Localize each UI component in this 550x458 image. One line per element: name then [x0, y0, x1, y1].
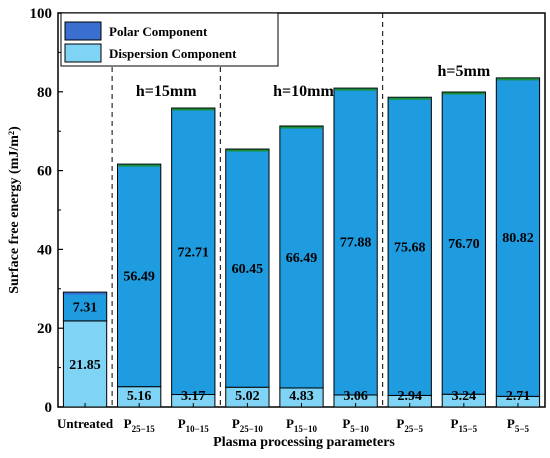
legend-swatch-dispersion [64, 43, 102, 63]
bar-polar [62, 291, 108, 322]
value-label-polar: 66.49 [286, 251, 318, 266]
bar-polar [171, 107, 216, 396]
x-tick-label: P10−15 [178, 416, 210, 434]
legend: Polar Component Dispersion Component [60, 12, 279, 67]
value-label-polar: 75.68 [394, 240, 426, 255]
y-tick-label: 80 [37, 85, 52, 101]
bar-polar [333, 87, 378, 396]
group-label: h=5mm [437, 63, 490, 80]
bar-polar [441, 91, 486, 395]
legend-swatch-polar [64, 21, 102, 41]
x-tick-label: P5−5 [507, 416, 530, 434]
value-label-polar: 72.71 [178, 245, 210, 260]
y-tick-label: 40 [37, 242, 52, 258]
value-label-dispersion: 3.06 [343, 389, 368, 404]
bar-polar [225, 148, 270, 388]
legend-label-dispersion: Dispersion Component [109, 46, 237, 61]
x-tick-label: P25−5 [396, 416, 423, 434]
group-labels: h=15mm h=10mm h=5mm [136, 63, 491, 100]
value-label-polar: 7.31 [73, 301, 98, 316]
bar-polar [279, 125, 324, 389]
y-axis: 0 20 40 60 80 100 [30, 6, 63, 416]
y-tick-label: 20 [37, 321, 52, 337]
value-label-dispersion: 3.17 [181, 389, 206, 404]
value-label-polar: 56.49 [123, 269, 155, 284]
value-label-dispersion: 2.71 [506, 389, 531, 404]
y-tick-label: 60 [37, 164, 52, 180]
value-label-dispersion: 5.16 [127, 389, 152, 404]
value-label-polar: 77.88 [340, 236, 372, 251]
x-tick-label: Untreated [57, 416, 114, 431]
bar-dispersion [62, 320, 108, 408]
group-label: h=15mm [136, 83, 197, 100]
value-label-dispersion: 21.85 [69, 358, 101, 373]
bars [62, 77, 541, 408]
legend-label-polar: Polar Component [109, 24, 208, 39]
x-tick-label: P15−5 [451, 416, 478, 434]
x-axis: Untreated P25−15 P10−15 P25−10 P15−10 P5−10 P2… [57, 403, 529, 434]
y-tick-label: 0 [45, 400, 53, 416]
bar-polar [495, 77, 541, 397]
value-label-dispersion: 5.02 [235, 389, 260, 404]
x-tick-label: P25−10 [232, 416, 264, 434]
x-axis-title: Plasma processing parameters [213, 435, 395, 450]
bar-polar [387, 96, 432, 396]
y-tick-label: 100 [30, 6, 53, 22]
x-tick-label: P15−10 [286, 416, 318, 434]
value-label-dispersion: 4.83 [289, 389, 314, 404]
x-tick-label: P5−10 [342, 416, 369, 434]
value-label-polar: 76.70 [448, 237, 480, 252]
bar-polar [117, 163, 162, 388]
x-tick-label: P25−15 [124, 416, 156, 434]
value-label-dispersion: 3.24 [452, 389, 477, 404]
group-label: h=10mm [273, 83, 334, 100]
value-label-polar: 80.82 [502, 231, 534, 246]
y-axis-title: Surface free energy (mJ/m²) [7, 126, 22, 294]
value-labels: 21.85 7.31 5.16 56.49 3.17 72.71 5.02 60.45 4.83… [69, 231, 533, 404]
value-label-polar: 60.45 [232, 262, 264, 277]
value-label-dispersion: 2.94 [397, 389, 422, 404]
group-separators [111, 13, 384, 407]
